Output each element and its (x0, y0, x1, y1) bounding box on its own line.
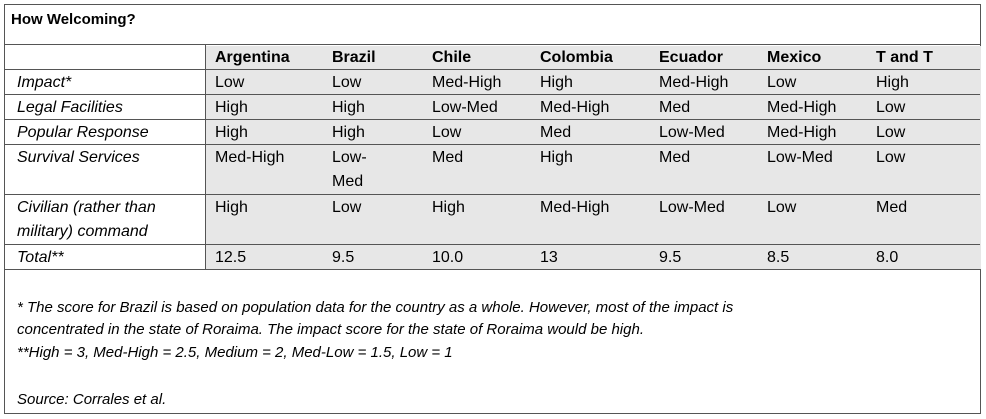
col-header-t-and-t: T and T (876, 49, 933, 66)
row-label-civilian-command: Civilian (rather than military) command (17, 199, 156, 240)
column-divider (205, 45, 206, 269)
rule-row-4 (5, 194, 980, 195)
table-cell: Low (332, 74, 362, 91)
table-cell: High (432, 199, 465, 216)
col-header-chile: Chile (432, 49, 472, 66)
table-cell: Med (659, 99, 691, 116)
rule-under-title (5, 44, 980, 45)
table-frame: How Welcoming? Argentina Brazil Chile Co… (4, 4, 981, 414)
table-cell: Low-Med (432, 99, 498, 116)
col-header-brazil: Brazil (332, 49, 376, 66)
table-cell: Low-Med (332, 149, 367, 190)
row-label-total: Total** (17, 249, 64, 266)
row-label-popular-response: Popular Response (17, 124, 149, 141)
table-cell: 8.5 (767, 249, 790, 266)
table-cell: Low-Med (659, 124, 725, 141)
table-cell: Low (767, 199, 797, 216)
col-header-ecuador: Ecuador (659, 49, 724, 66)
table-cell: High (540, 149, 573, 166)
table-cell: High (540, 74, 573, 91)
table-cell: High (332, 124, 365, 141)
footnote-scale: **High = 3, Med-High = 2.5, Medium = 2, … (17, 344, 453, 361)
row-label-impact: Impact* (17, 74, 72, 91)
table-cell: Low (876, 124, 906, 141)
table-cell: Low (876, 149, 906, 166)
rule-row-2 (5, 119, 980, 120)
table-cell: Low (432, 124, 462, 141)
table-cell: Low (876, 99, 906, 116)
table-cell: Med (659, 149, 691, 166)
rule-row-3 (5, 144, 980, 145)
table-cell: Low (332, 199, 362, 216)
table-title: How Welcoming? (11, 11, 136, 28)
table-cell: Med-High (659, 74, 729, 91)
table-cell: High (332, 99, 365, 116)
row-label-legal-facilities: Legal Facilities (17, 99, 123, 116)
table-cell: Med-High (215, 149, 285, 166)
col-header-mexico: Mexico (767, 49, 822, 66)
table-cell: Med-High (432, 74, 502, 91)
table-cell: Low (767, 74, 797, 91)
table-cell: Med (540, 124, 572, 141)
rule-row-1 (5, 94, 980, 95)
table-cell: Low-Med (659, 199, 725, 216)
footnote-line-1: * The score for Brazil is based on popul… (17, 299, 734, 316)
table-cell: Med-High (540, 199, 610, 216)
rule-row-5 (5, 244, 980, 245)
footnote-line-2: concentrated in the state of Roraima. Th… (17, 321, 644, 338)
table-cell: Med (432, 149, 464, 166)
rule-under-header (5, 69, 980, 70)
source-note: Source: Corrales et al. (17, 391, 167, 408)
table-cell: 13 (540, 249, 558, 266)
rule-row-6 (5, 269, 980, 270)
col-header-argentina: Argentina (215, 49, 290, 66)
table-cell: 12.5 (215, 249, 247, 266)
table-cell: Med-High (767, 124, 837, 141)
table-cell: Low (215, 74, 245, 91)
table-cell: High (215, 199, 248, 216)
table-cell: 9.5 (332, 249, 355, 266)
table-cell: 8.0 (876, 249, 899, 266)
table-cell: Med-High (540, 99, 610, 116)
table-cell: High (876, 74, 909, 91)
col-header-colombia: Colombia (540, 49, 613, 66)
table-cell: High (215, 124, 248, 141)
table-cell: Med (876, 199, 908, 216)
table-cell: 9.5 (659, 249, 682, 266)
table-cell: Med-High (767, 99, 837, 116)
table-cell: 10.0 (432, 249, 464, 266)
table-body-shading (206, 46, 981, 269)
row-label-survival-services: Survival Services (17, 149, 140, 166)
table-cell: Low-Med (767, 149, 833, 166)
table-cell: High (215, 99, 248, 116)
